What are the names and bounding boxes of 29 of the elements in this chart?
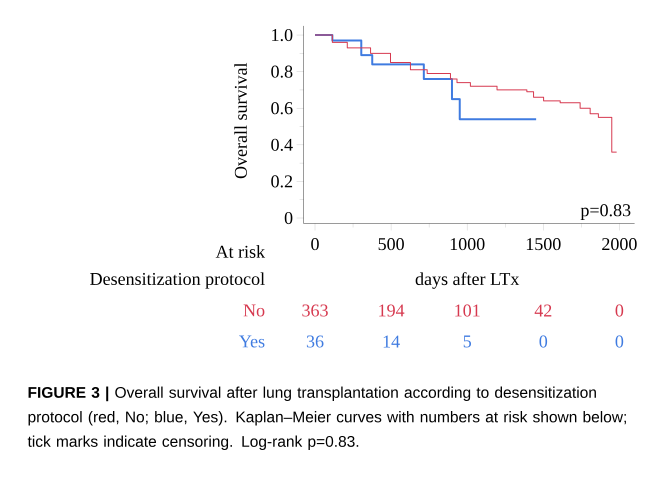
text: 14: [384, 336, 400, 348]
x-tick-label: 2000: [602, 238, 637, 250]
text: 363: [302, 304, 328, 317]
text: Yes: [239, 336, 264, 348]
text: 5: [464, 336, 471, 348]
x-tick-label: 1000: [450, 238, 485, 250]
x-tick-label: 1500: [526, 238, 561, 250]
x-tick-label: 500: [378, 238, 404, 250]
y-tick-label: 0.6: [271, 102, 293, 114]
text: 0: [616, 304, 624, 317]
y-tick-label: 0.8: [271, 66, 292, 78]
annotation: p=0.83: [580, 204, 630, 220]
y-axis-title: Overall survival: [234, 62, 247, 178]
y-tick-label: 0.4: [271, 138, 293, 151]
y-tick-label: 0: [284, 212, 292, 224]
y-tick-label: 0.2: [271, 175, 292, 188]
text: FIGURE 3 | Overall survival after lung transplantation according to desensitization protocol (red, No; blue, Yes). Kaplan–Meier curves with numbers at risk shown below; tick marks indicate censoring. Log-rank p=0.83.: [28, 386, 626, 450]
text: 194: [379, 304, 404, 317]
text: At risk: [216, 245, 266, 258]
text: 0: [539, 335, 548, 348]
text: 0: [616, 335, 624, 348]
x-tick-label: 0: [311, 238, 319, 250]
x-axis-title: days after LTx: [416, 272, 520, 289]
text: 36: [306, 335, 324, 348]
text: 101: [455, 304, 480, 317]
y-tick-label: 1.0: [272, 28, 292, 42]
text: 42: [534, 304, 552, 316]
text: Desensitization protocol: [90, 272, 265, 289]
text: No: [244, 304, 264, 316]
